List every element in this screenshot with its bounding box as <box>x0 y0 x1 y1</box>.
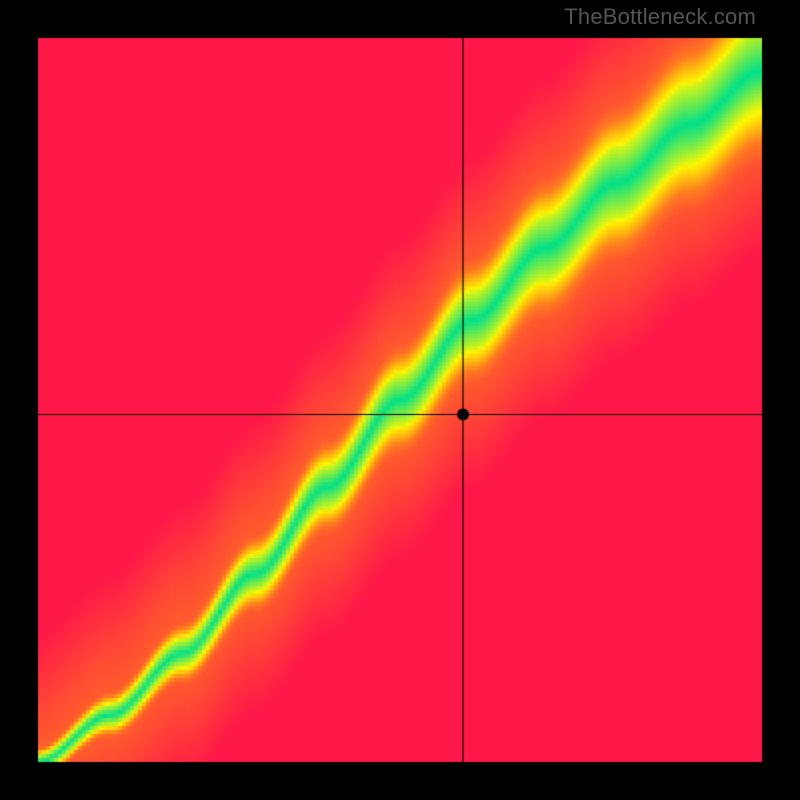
watermark-text: TheBottleneck.com <box>564 4 756 30</box>
chart-container: TheBottleneck.com <box>0 0 800 800</box>
bottleneck-heatmap <box>0 0 800 800</box>
